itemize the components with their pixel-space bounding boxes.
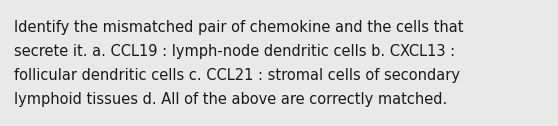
Text: secrete it. a. CCL19 : lymph-node dendritic cells b. CXCL13 :: secrete it. a. CCL19 : lymph-node dendri… xyxy=(14,44,455,59)
Text: follicular dendritic cells c. CCL21 : stromal cells of secondary: follicular dendritic cells c. CCL21 : st… xyxy=(14,68,460,83)
Text: lymphoid tissues d. All of the above are correctly matched.: lymphoid tissues d. All of the above are… xyxy=(14,92,448,107)
Text: Identify the mismatched pair of chemokine and the cells that: Identify the mismatched pair of chemokin… xyxy=(14,20,464,35)
